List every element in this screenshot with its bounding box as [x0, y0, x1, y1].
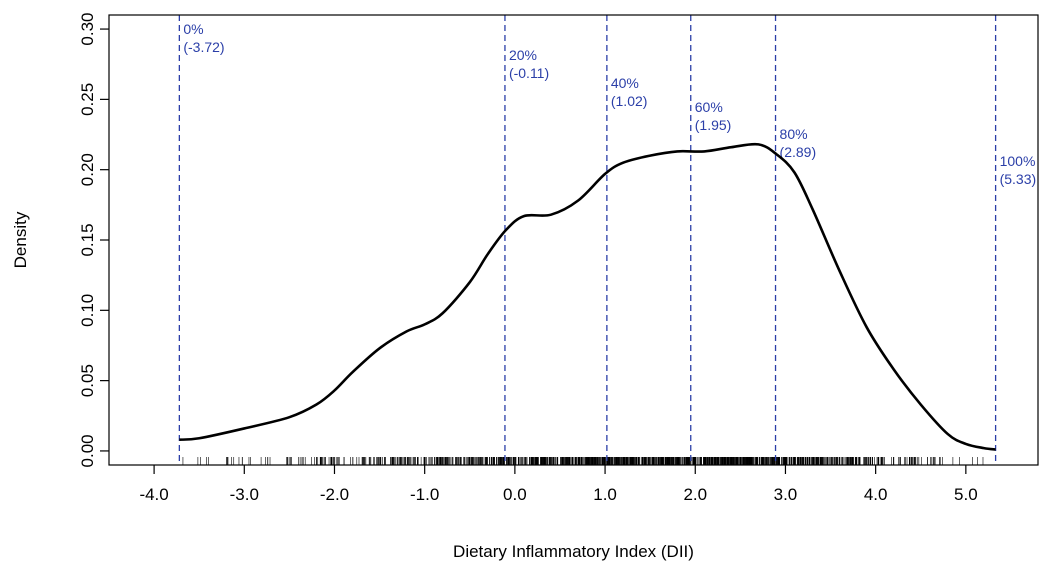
- quantile-percent-label: 0%: [183, 21, 203, 37]
- x-tick-label: 0.0: [503, 485, 527, 504]
- y-tick-label: 0.20: [78, 153, 97, 186]
- x-tick-label: 5.0: [954, 485, 978, 504]
- x-tick-label: 3.0: [774, 485, 798, 504]
- quantile-percent-label: 20%: [509, 47, 537, 63]
- x-tick-label: -2.0: [320, 485, 349, 504]
- y-tick-label: 0.25: [78, 83, 97, 116]
- x-axis: -4.0 -3.0 -2.0 -1.0 0.0 1.0 2.0 3.0 4.0 5.0: [139, 465, 978, 504]
- quantile-percent-label: 100%: [1000, 153, 1036, 169]
- quantile-percent-label: 40%: [611, 75, 639, 91]
- quantile-lines: 0% (-3.72) 20% (-0.11) 40% (1.02) 60% (1.95) 80%…: [178, 15, 1037, 465]
- x-axis-title: Dietary Inflammatory Index (DII): [453, 542, 694, 561]
- y-axis: 0.00 0.05 0.10 0.15 0.20 0.25 0.30: [78, 13, 109, 467]
- quantile-value-label: (-0.11): [509, 65, 549, 81]
- quantile-value-label: (1.02): [611, 93, 648, 109]
- y-tick-label: 0.10: [78, 294, 97, 327]
- rug-marks: [182, 457, 984, 465]
- quantile-value-label: (5.33): [1000, 171, 1037, 187]
- x-tick-label: 2.0: [683, 485, 707, 504]
- quantile-percent-label: 80%: [780, 126, 808, 142]
- x-tick-label: -3.0: [230, 485, 259, 504]
- x-tick-label: 4.0: [864, 485, 888, 504]
- y-tick-label: 0.30: [78, 13, 97, 46]
- y-tick-label: 0.00: [78, 434, 97, 467]
- quantile-value-label: (-3.72): [183, 39, 224, 55]
- y-tick-label: 0.15: [78, 223, 97, 256]
- y-axis-title: Density: [11, 211, 30, 268]
- quantile-percent-label: 60%: [695, 99, 723, 115]
- density-curve: [179, 142, 996, 451]
- y-tick-label: 0.05: [78, 364, 97, 397]
- x-tick-label: -4.0: [139, 485, 168, 504]
- x-tick-label: 1.0: [593, 485, 617, 504]
- quantile-value-label: (2.89): [780, 144, 817, 160]
- plot-frame: [108, 14, 1039, 466]
- quantile-value-label: (1.95): [695, 117, 732, 133]
- x-tick-label: -1.0: [410, 485, 439, 504]
